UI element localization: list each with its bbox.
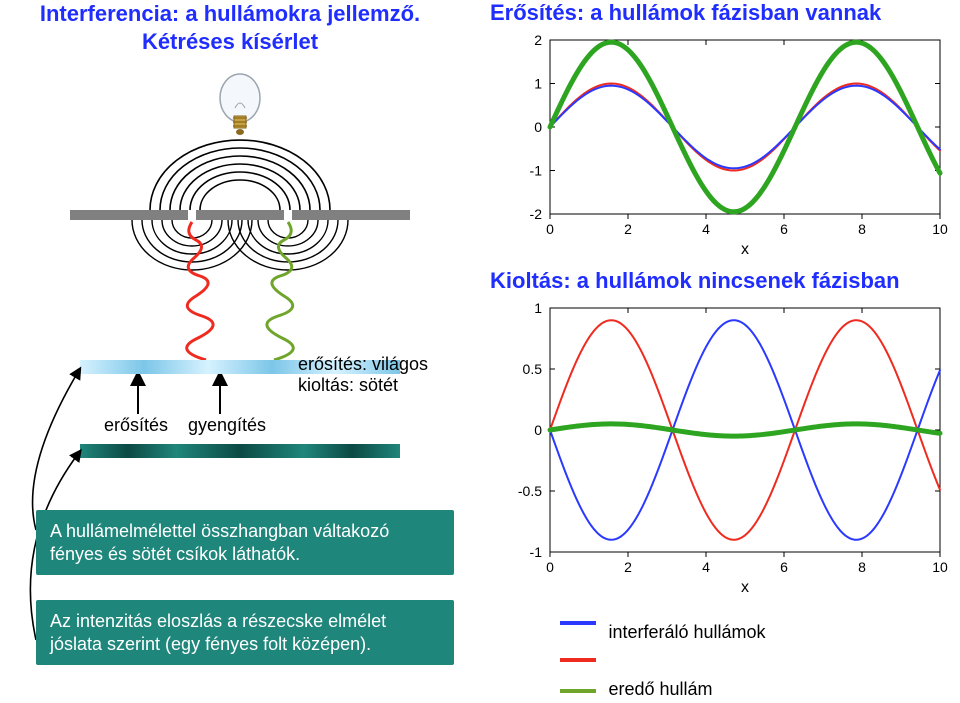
- right-title-top: Erősítés: a hullámok fázisban vannak: [490, 0, 950, 26]
- label-gyengites: gyengítés: [188, 415, 266, 436]
- svg-text:0: 0: [534, 119, 542, 135]
- svg-text:x: x: [741, 579, 749, 596]
- svg-text:4: 4: [702, 559, 710, 575]
- svg-text:0: 0: [546, 559, 554, 575]
- left-title-line1: Interferencia: a hullámokra jellemző.: [40, 1, 420, 26]
- squiggle-left: [187, 222, 213, 360]
- squiggle-right: [267, 222, 293, 360]
- legend-line-blue: [560, 621, 596, 625]
- svg-text:6: 6: [780, 221, 788, 237]
- svg-text:4: 4: [702, 221, 710, 237]
- svg-text:-1: -1: [530, 163, 543, 179]
- left-title-line2: Kétréses kísérlet: [142, 29, 318, 54]
- svg-text:1: 1: [534, 76, 542, 92]
- legend: interferáló hullámok eredő hullám: [560, 614, 766, 700]
- legend-line-red: [560, 658, 596, 662]
- legend-line-green: [560, 689, 596, 693]
- svg-text:x: x: [741, 241, 749, 258]
- svg-text:-2: -2: [530, 206, 543, 222]
- svg-text:2: 2: [534, 32, 542, 48]
- svg-text:-1: -1: [530, 544, 543, 560]
- svg-text:2: 2: [624, 221, 632, 237]
- svg-text:10: 10: [932, 559, 948, 575]
- svg-text:0: 0: [534, 422, 542, 438]
- legend-eredo-text: eredő hullám: [608, 679, 712, 699]
- svg-text:6: 6: [780, 559, 788, 575]
- label-vilagos: erősítés: világos kioltás: sötét: [298, 354, 428, 395]
- chart-constructive: 0 2 4 6 8 10 -2 -1 0 1 2 x: [500, 30, 950, 260]
- dark-bar: [80, 444, 400, 458]
- lightbulb-icon: [220, 74, 260, 135]
- left-title: Interferencia: a hullámokra jellemző. Ké…: [0, 0, 460, 55]
- right-title-mid: Kioltás: a hullámok nincsenek fázisban: [490, 268, 950, 294]
- svg-text:-0.5: -0.5: [518, 483, 542, 499]
- svg-text:8: 8: [858, 559, 866, 575]
- svg-text:2: 2: [624, 559, 632, 575]
- lower-arcs-right: [228, 220, 348, 270]
- svg-text:10: 10: [932, 221, 948, 237]
- svg-text:1: 1: [534, 300, 542, 316]
- svg-text:0.5: 0.5: [523, 361, 543, 377]
- upper-arcs: [150, 140, 330, 210]
- legend-interf-text: interferáló hullámok: [608, 622, 765, 642]
- box-particletheory: Az intenzitás eloszlás a részecske elmél…: [36, 600, 454, 665]
- chart-destructive: 0 2 4 6 8 10 -1 -0.5 0 0.5 1 x: [500, 298, 950, 598]
- barrier: [70, 210, 410, 220]
- lower-arcs-left: [132, 220, 252, 270]
- label-erosites: erősítés: [104, 415, 168, 436]
- svg-text:8: 8: [858, 221, 866, 237]
- box-wavetheory: A hullámelmélettel összhangban váltakozó…: [36, 510, 454, 575]
- svg-text:0: 0: [546, 221, 554, 237]
